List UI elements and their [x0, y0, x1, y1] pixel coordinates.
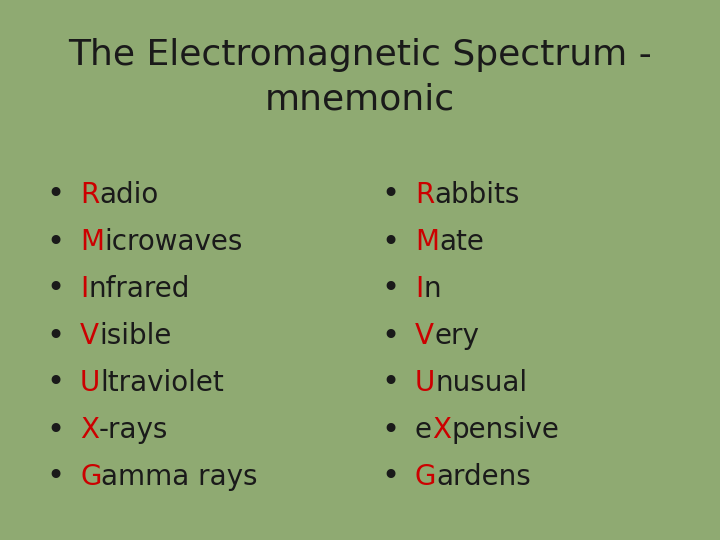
Text: •: •: [381, 274, 399, 303]
Text: -rays: -rays: [99, 416, 168, 444]
Text: •: •: [381, 415, 399, 444]
Text: abbits: abbits: [434, 181, 520, 209]
Text: •: •: [46, 321, 64, 350]
Text: V: V: [80, 322, 99, 350]
Text: pensive: pensive: [451, 416, 559, 444]
Text: U: U: [80, 369, 100, 397]
Text: ardens: ardens: [436, 463, 531, 491]
Text: I: I: [80, 275, 89, 303]
Text: nfrared: nfrared: [89, 275, 189, 303]
Text: ery: ery: [434, 322, 479, 350]
Text: •: •: [46, 462, 64, 491]
Text: •: •: [46, 415, 64, 444]
Text: •: •: [46, 368, 64, 397]
Text: The Electromagnetic Spectrum -: The Electromagnetic Spectrum -: [68, 38, 652, 72]
Text: •: •: [46, 274, 64, 303]
Text: X: X: [432, 416, 451, 444]
Text: mnemonic: mnemonic: [265, 83, 455, 117]
Text: •: •: [381, 321, 399, 350]
Text: ltraviolet: ltraviolet: [100, 369, 224, 397]
Text: adio: adio: [99, 181, 158, 209]
Text: R: R: [415, 181, 434, 209]
Text: ate: ate: [439, 228, 484, 256]
Text: X: X: [80, 416, 99, 444]
Text: G: G: [80, 463, 102, 491]
Text: M: M: [80, 228, 104, 256]
Text: n: n: [423, 275, 441, 303]
Text: I: I: [415, 275, 423, 303]
Text: •: •: [381, 180, 399, 210]
Text: V: V: [415, 322, 434, 350]
Text: R: R: [80, 181, 99, 209]
Text: •: •: [381, 368, 399, 397]
Text: •: •: [381, 227, 399, 256]
Text: •: •: [381, 462, 399, 491]
Text: e: e: [415, 416, 432, 444]
Text: isible: isible: [99, 322, 171, 350]
Text: amma rays: amma rays: [102, 463, 258, 491]
Text: U: U: [415, 369, 436, 397]
Text: •: •: [46, 227, 64, 256]
Text: G: G: [415, 463, 436, 491]
Text: M: M: [415, 228, 439, 256]
Text: icrowaves: icrowaves: [104, 228, 243, 256]
Text: •: •: [46, 180, 64, 210]
Text: nusual: nusual: [436, 369, 527, 397]
